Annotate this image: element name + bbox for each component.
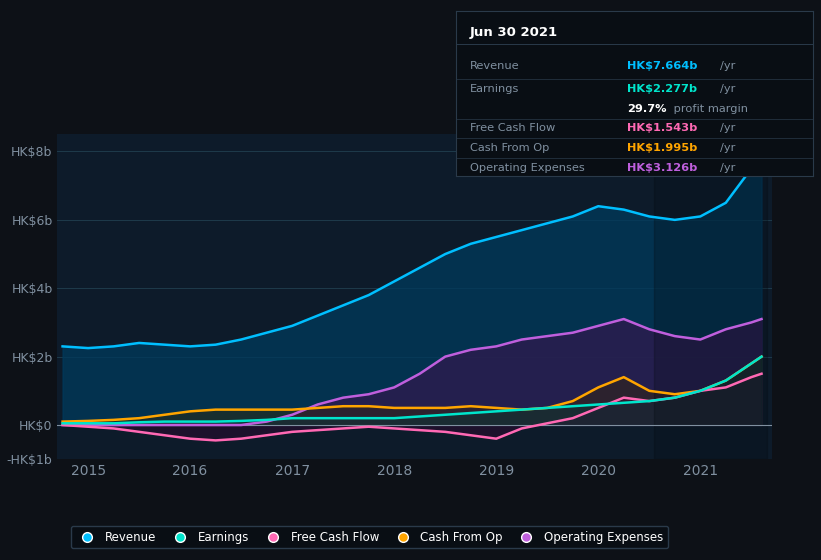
Text: 29.7%: 29.7% <box>627 104 667 114</box>
Text: /yr: /yr <box>720 60 736 71</box>
Text: /yr: /yr <box>720 124 736 133</box>
Text: Jun 30 2021: Jun 30 2021 <box>470 26 558 39</box>
Text: Operating Expenses: Operating Expenses <box>470 163 585 173</box>
Text: Earnings: Earnings <box>470 84 520 94</box>
Text: HK$7.664b: HK$7.664b <box>627 60 698 71</box>
Text: Cash From Op: Cash From Op <box>470 143 549 153</box>
Text: Revenue: Revenue <box>470 60 520 71</box>
Bar <box>654 134 767 459</box>
Text: /yr: /yr <box>720 143 736 153</box>
Text: HK$1.995b: HK$1.995b <box>627 143 698 153</box>
Text: /yr: /yr <box>720 84 736 94</box>
Text: /yr: /yr <box>720 163 736 173</box>
Text: Free Cash Flow: Free Cash Flow <box>470 124 555 133</box>
Legend: Revenue, Earnings, Free Cash Flow, Cash From Op, Operating Expenses: Revenue, Earnings, Free Cash Flow, Cash … <box>71 526 668 548</box>
Text: HK$2.277b: HK$2.277b <box>627 84 697 94</box>
Text: HK$3.126b: HK$3.126b <box>627 163 698 173</box>
Text: profit margin: profit margin <box>670 104 748 114</box>
Text: HK$1.543b: HK$1.543b <box>627 124 698 133</box>
